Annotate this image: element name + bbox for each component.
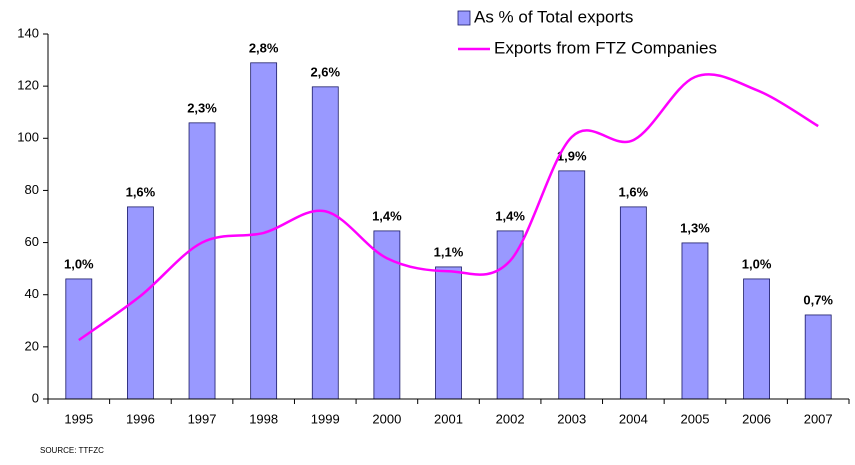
value-label: 2,6% bbox=[310, 64, 340, 79]
y-tick-label: 0 bbox=[32, 390, 39, 405]
x-tick-label: 2007 bbox=[804, 411, 833, 426]
x-tick-label: 2003 bbox=[557, 411, 586, 426]
x-tick-label: 1996 bbox=[126, 411, 155, 426]
source-note: SOURCE: TTFZC bbox=[40, 446, 104, 455]
bar bbox=[373, 230, 401, 400]
bar bbox=[496, 230, 524, 400]
bar bbox=[681, 242, 709, 400]
value-label: 1,9% bbox=[557, 148, 587, 163]
x-tick-label: 2000 bbox=[372, 411, 401, 426]
bar bbox=[804, 314, 832, 400]
y-tick-label: 100 bbox=[17, 130, 39, 145]
value-label: 1,6% bbox=[126, 184, 156, 199]
value-label: 2,8% bbox=[249, 40, 279, 55]
legend-swatch bbox=[457, 10, 471, 26]
x-tick-label: 2001 bbox=[434, 411, 463, 426]
bar bbox=[311, 86, 339, 400]
value-label: 1,0% bbox=[64, 256, 94, 271]
x-tick-label: 2004 bbox=[619, 411, 648, 426]
value-label: 1,4% bbox=[495, 208, 525, 223]
value-label: 0,7% bbox=[803, 292, 833, 307]
y-tick-label: 60 bbox=[25, 234, 39, 249]
legend-label: Exports from FTZ Companies bbox=[494, 38, 717, 57]
value-label: 1,0% bbox=[742, 256, 772, 271]
value-label: 1,1% bbox=[434, 244, 464, 259]
y-tick-label: 40 bbox=[25, 286, 39, 301]
legend-label: As % of Total exports bbox=[474, 7, 633, 26]
line bbox=[78, 73, 819, 342]
bar bbox=[619, 206, 647, 400]
x-tick-label: 2002 bbox=[496, 411, 525, 426]
y-tick-label: 140 bbox=[17, 25, 39, 40]
value-label: 1,3% bbox=[680, 220, 710, 235]
x-tick-label: 2005 bbox=[681, 411, 710, 426]
value-label: 1,6% bbox=[619, 184, 649, 199]
x-tick-label: 1997 bbox=[188, 411, 217, 426]
x-tick-label: 1995 bbox=[64, 411, 93, 426]
bar bbox=[743, 278, 770, 400]
y-tick-label: 120 bbox=[17, 78, 39, 93]
value-label: 2,3% bbox=[187, 100, 217, 115]
bar bbox=[188, 122, 216, 400]
x-tick-label: 1999 bbox=[311, 411, 340, 426]
y-tick-label: 20 bbox=[25, 338, 39, 353]
y-tick-label: 80 bbox=[25, 182, 39, 197]
bar bbox=[558, 170, 586, 400]
bar bbox=[435, 266, 462, 400]
x-tick-label: 2006 bbox=[742, 411, 771, 426]
value-label: 1,4% bbox=[372, 208, 402, 223]
x-tick-label: 1998 bbox=[249, 411, 278, 426]
